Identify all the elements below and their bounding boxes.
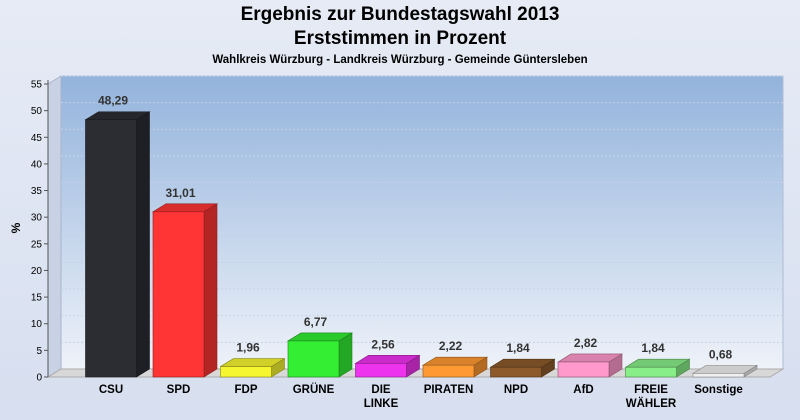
bar-front bbox=[355, 363, 407, 378]
bar-afd bbox=[556, 353, 624, 378]
x-tick-label: Sonstige bbox=[694, 384, 743, 396]
bar-csu bbox=[84, 111, 151, 378]
y-tick-label: 35 bbox=[31, 186, 43, 197]
bar-front bbox=[152, 211, 205, 378]
chart-caption: Wahlkreis Würzburg - Landkreis Würzburg … bbox=[212, 54, 588, 66]
y-tick-label: 25 bbox=[31, 239, 43, 250]
bar-value-label: 1,84 bbox=[641, 341, 665, 355]
bar-value-label: 2,82 bbox=[574, 336, 598, 350]
y-tick-label: 30 bbox=[31, 213, 43, 224]
bar-value-label: 0,68 bbox=[709, 347, 733, 361]
bar-side bbox=[203, 203, 218, 378]
bar-front bbox=[220, 366, 272, 378]
x-tick-label: FREIE WÄHLER bbox=[626, 384, 677, 410]
plot-side-wall bbox=[47, 75, 62, 378]
bar-fdp bbox=[219, 358, 286, 378]
y-tick-label: 15 bbox=[31, 293, 43, 304]
bar-value-label: 48,29 bbox=[98, 94, 128, 108]
x-tick-label: DIE LINKE bbox=[364, 384, 399, 410]
bar-front bbox=[625, 366, 677, 378]
bar-front bbox=[557, 361, 610, 378]
bar-sonstige bbox=[691, 364, 759, 378]
y-tick-label: 10 bbox=[31, 319, 43, 330]
y-tick-label: 45 bbox=[31, 133, 43, 144]
bar-value-label: 31,01 bbox=[165, 186, 195, 200]
x-tick-label: AfD bbox=[573, 384, 593, 396]
bar-freie-wähler bbox=[624, 358, 691, 378]
bar-front bbox=[692, 373, 745, 378]
bar-value-label: 1,84 bbox=[506, 341, 530, 355]
chart-title: Ergebnis zur Bundestagswahl 2013 bbox=[240, 4, 560, 25]
bar-front bbox=[287, 340, 340, 378]
bar-value-label: 6,77 bbox=[304, 315, 328, 329]
bar-npd bbox=[489, 358, 556, 378]
x-tick-label: NPD bbox=[504, 384, 528, 396]
bar-die-linke bbox=[354, 354, 421, 378]
x-tick-label: GRÜNE bbox=[293, 383, 335, 396]
x-tick-label: FDP bbox=[235, 384, 258, 396]
bar-grüne bbox=[286, 332, 354, 378]
bar-piraten bbox=[421, 356, 489, 378]
y-tick-label: 20 bbox=[31, 266, 43, 277]
x-tick-label: PIRATEN bbox=[424, 384, 474, 396]
chart-subtitle: Erststimmen in Prozent bbox=[293, 28, 507, 49]
bar-spd bbox=[151, 203, 219, 378]
bar-front bbox=[85, 119, 137, 378]
y-tick-label: 0 bbox=[36, 373, 42, 384]
y-tick-label: 50 bbox=[31, 106, 43, 117]
x-tick-label: CSU bbox=[99, 384, 123, 396]
bar-front bbox=[490, 366, 542, 378]
bar-side bbox=[136, 111, 150, 378]
y-axis-label: % bbox=[9, 222, 23, 233]
y-tick-label: 5 bbox=[36, 346, 42, 357]
bar-front bbox=[422, 364, 475, 378]
bar-value-label: 2,22 bbox=[439, 339, 463, 353]
y-tick-label: 55 bbox=[31, 80, 43, 91]
x-tick-label: SPD bbox=[167, 384, 191, 396]
bar-value-label: 2,56 bbox=[371, 337, 395, 351]
bar-value-label: 1,96 bbox=[236, 341, 260, 355]
y-tick-label: 40 bbox=[31, 159, 43, 170]
